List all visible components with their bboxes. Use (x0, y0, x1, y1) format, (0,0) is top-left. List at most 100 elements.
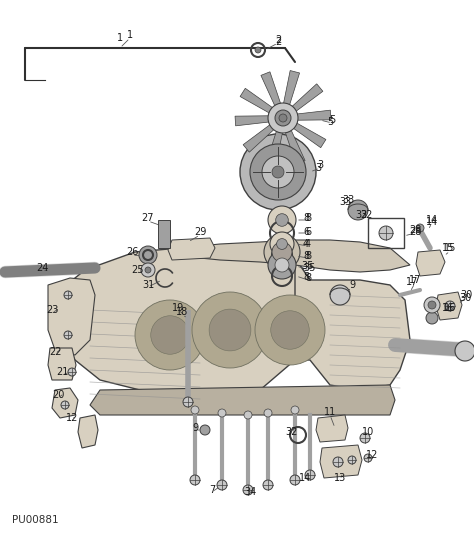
Text: 3: 3 (315, 163, 321, 173)
Circle shape (191, 406, 199, 414)
Polygon shape (320, 445, 362, 478)
Polygon shape (180, 240, 410, 272)
Text: 6: 6 (303, 227, 309, 237)
Text: 30: 30 (460, 290, 472, 300)
Text: 12: 12 (66, 413, 78, 423)
Text: 12: 12 (366, 450, 378, 460)
Text: 8: 8 (305, 251, 311, 261)
Text: 35: 35 (304, 263, 316, 273)
Circle shape (192, 292, 268, 368)
Circle shape (64, 291, 72, 299)
Text: 4: 4 (303, 239, 309, 249)
Text: 32: 32 (286, 427, 298, 437)
Circle shape (64, 331, 72, 339)
Circle shape (445, 301, 455, 311)
Text: 16: 16 (442, 303, 454, 313)
Circle shape (268, 206, 296, 234)
Text: 2: 2 (275, 35, 281, 45)
Circle shape (151, 316, 189, 354)
Text: 1: 1 (117, 33, 123, 43)
Text: 22: 22 (49, 347, 61, 357)
Text: 32: 32 (361, 210, 373, 220)
Text: 8: 8 (305, 213, 311, 223)
Text: 8: 8 (303, 213, 309, 223)
Text: 30: 30 (459, 293, 471, 303)
Circle shape (290, 475, 300, 485)
Circle shape (264, 234, 300, 270)
Polygon shape (291, 122, 326, 148)
Circle shape (360, 433, 370, 443)
Text: 17: 17 (406, 277, 418, 287)
Circle shape (262, 156, 294, 188)
Text: 11: 11 (324, 407, 336, 417)
Polygon shape (283, 70, 300, 107)
Text: 35: 35 (302, 261, 314, 271)
Text: 8: 8 (303, 272, 309, 282)
Text: 31: 31 (142, 280, 154, 290)
Circle shape (145, 267, 151, 273)
Polygon shape (90, 385, 395, 415)
Circle shape (291, 406, 299, 414)
Text: 27: 27 (142, 213, 154, 223)
Text: 18: 18 (176, 307, 188, 317)
Circle shape (240, 134, 316, 210)
Polygon shape (168, 238, 215, 260)
Circle shape (243, 485, 253, 495)
Circle shape (183, 397, 193, 407)
Text: PU00881: PU00881 (12, 515, 59, 525)
Circle shape (209, 309, 251, 351)
Circle shape (276, 214, 288, 226)
Circle shape (268, 251, 296, 279)
Polygon shape (436, 292, 462, 320)
Text: 25: 25 (132, 265, 144, 275)
Polygon shape (60, 248, 310, 400)
Circle shape (348, 200, 368, 220)
Text: 7: 7 (209, 485, 215, 495)
Circle shape (270, 232, 294, 256)
Polygon shape (78, 415, 98, 448)
Text: 15: 15 (442, 243, 454, 253)
Circle shape (275, 110, 291, 126)
Circle shape (305, 470, 315, 480)
Circle shape (272, 242, 292, 262)
Text: 17: 17 (409, 275, 421, 285)
Circle shape (255, 295, 325, 365)
Text: 23: 23 (46, 305, 58, 315)
Polygon shape (316, 415, 348, 442)
Circle shape (217, 480, 227, 490)
Circle shape (141, 263, 155, 277)
Circle shape (424, 297, 440, 313)
Circle shape (330, 285, 350, 305)
Circle shape (218, 409, 226, 417)
Circle shape (264, 409, 272, 417)
Text: 24: 24 (36, 263, 48, 273)
Circle shape (200, 425, 210, 435)
Text: 16: 16 (444, 303, 456, 313)
Polygon shape (261, 72, 282, 108)
Polygon shape (48, 278, 95, 355)
Text: 14: 14 (426, 217, 438, 227)
Polygon shape (48, 348, 76, 380)
Text: 33: 33 (342, 195, 354, 205)
Text: 14: 14 (426, 215, 438, 225)
Text: 19: 19 (172, 303, 184, 313)
Polygon shape (295, 258, 410, 390)
Text: 1: 1 (127, 30, 133, 40)
Circle shape (279, 114, 287, 122)
Text: 5: 5 (329, 115, 335, 125)
Bar (368, 218, 404, 248)
Text: 4: 4 (305, 239, 311, 249)
Text: 34: 34 (244, 487, 256, 497)
Circle shape (364, 454, 372, 462)
Text: 21: 21 (56, 367, 68, 377)
Circle shape (68, 368, 76, 376)
Text: 28: 28 (409, 227, 421, 237)
Polygon shape (240, 88, 275, 114)
Circle shape (455, 341, 474, 361)
Circle shape (416, 224, 424, 232)
Text: 33: 33 (339, 197, 351, 207)
Text: 2: 2 (275, 37, 281, 47)
Circle shape (268, 103, 298, 133)
Text: 9: 9 (349, 280, 355, 290)
Text: 14: 14 (299, 473, 311, 483)
